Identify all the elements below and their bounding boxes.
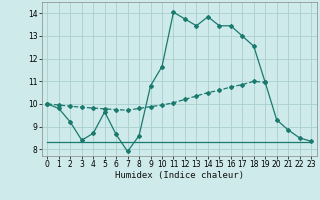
X-axis label: Humidex (Indice chaleur): Humidex (Indice chaleur) <box>115 171 244 180</box>
